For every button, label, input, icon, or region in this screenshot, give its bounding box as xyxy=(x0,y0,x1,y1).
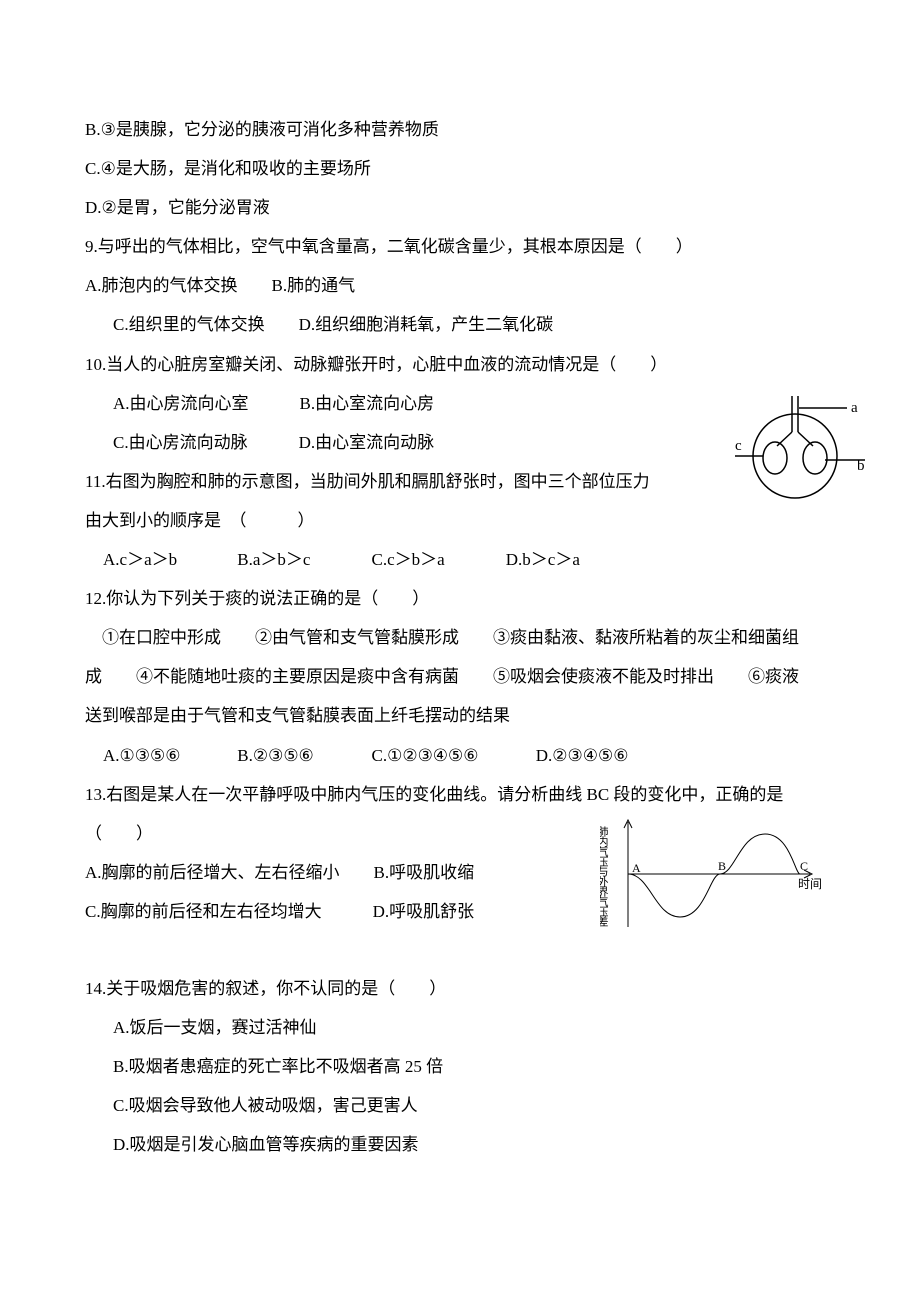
opt-d: D.②③④⑤⑥ xyxy=(536,736,629,775)
options-q10-row2: C.由心房流向动脉 D.由心室流向动脉 xyxy=(85,423,835,462)
question-10: 10.当人的心脏房室瓣关闭、动脉瓣张开时，心脏中血液的流动情况是（ ） xyxy=(85,345,835,384)
options-q10-row1: A.由心房流向心室 B.由心室流向心房 xyxy=(85,384,835,423)
opt-c: C.c＞b＞a xyxy=(372,540,502,579)
options-q9-row2: C.组织里的气体交换 D.组织细胞消耗氧，产生二氧化碳 xyxy=(85,305,835,344)
label-B: B xyxy=(718,859,726,873)
question-14: 14.关于吸烟危害的叙述，你不认同的是（ ） xyxy=(85,969,835,1008)
options-q9-row1: A.肺泡内的气体交换 B.肺的通气 xyxy=(85,266,835,305)
label-C: C xyxy=(800,859,808,873)
opt-c: C.①②③④⑤⑥ xyxy=(372,736,532,775)
opt-a: A.①③⑤⑥ xyxy=(103,736,233,775)
opt-d: D.b＞c＞a xyxy=(506,540,580,579)
label-b: b xyxy=(857,458,865,474)
label-c: c xyxy=(735,438,742,454)
option-b-q14: B.吸烟者患癌症的死亡率比不吸烟者高 25 倍 xyxy=(85,1047,835,1086)
question-13-l1: 13.右图是某人在一次平静呼吸中肺内气压的变化曲线。请分析曲线 BC 段的变化中… xyxy=(85,775,835,814)
opt-b: B.a＞b＞c xyxy=(237,540,367,579)
question-12-items-2: 成 ④不能随地吐痰的主要原因是痰中含有病菌 ⑤吸烟会使痰液不能及时排出 ⑥痰液 xyxy=(85,657,835,696)
question-9: 9.与呼出的气体相比，空气中氧含量高，二氧化碳含量少，其根本原因是（ ） xyxy=(85,227,835,266)
question-12-items-1: ①在口腔中形成 ②由气管和支气管黏膜形成 ③痰由黏液、黏液所粘着的灰尘和细菌组 xyxy=(85,618,835,657)
question-11-l1: 11.右图为胸腔和肺的示意图，当肋间外肌和膈肌舒张时，图中三个部位压力 xyxy=(85,462,835,501)
label-A: A xyxy=(632,861,641,875)
opt-a: A.c＞a＞b xyxy=(103,540,233,579)
option-d-q14: D.吸烟是引发心脑血管等疾病的重要因素 xyxy=(85,1125,835,1164)
opt-b: B.②③⑤⑥ xyxy=(237,736,367,775)
question-12: 12.你认为下列关于痰的说法正确的是（ ） xyxy=(85,579,835,618)
question-11-l2: 由大到小的顺序是 （ ） xyxy=(85,501,835,540)
xlabel: 时间 xyxy=(798,877,822,891)
ylabel: 肺内气压与外界气压差 xyxy=(600,826,609,927)
option-d-q8: D.②是胃，它能分泌胃液 xyxy=(85,188,835,227)
label-a: a xyxy=(851,400,858,416)
question-12-items-3: 送到喉部是由于气管和支气管黏膜表面上纤毛摆动的结果 xyxy=(85,696,835,735)
lung-diagram: a c b xyxy=(735,388,870,503)
option-c-q14: C.吸烟会导致他人被动吸烟，害己更害人 xyxy=(85,1086,835,1125)
option-b-q8: B.③是胰腺，它分泌的胰液可消化多种营养物质 xyxy=(85,110,835,149)
option-c-q8: C.④是大肠，是消化和吸收的主要场所 xyxy=(85,149,835,188)
options-q12: A.①③⑤⑥ B.②③⑤⑥ C.①②③④⑤⑥ D.②③④⑤⑥ xyxy=(85,736,835,775)
pressure-curve-diagram: A B C 时间 肺内气压与外界气压差 xyxy=(600,812,830,937)
option-a-q14: A.饭后一支烟，赛过活神仙 xyxy=(85,1008,835,1047)
options-q11: A.c＞a＞b B.a＞b＞c C.c＞b＞a D.b＞c＞a xyxy=(85,540,835,579)
